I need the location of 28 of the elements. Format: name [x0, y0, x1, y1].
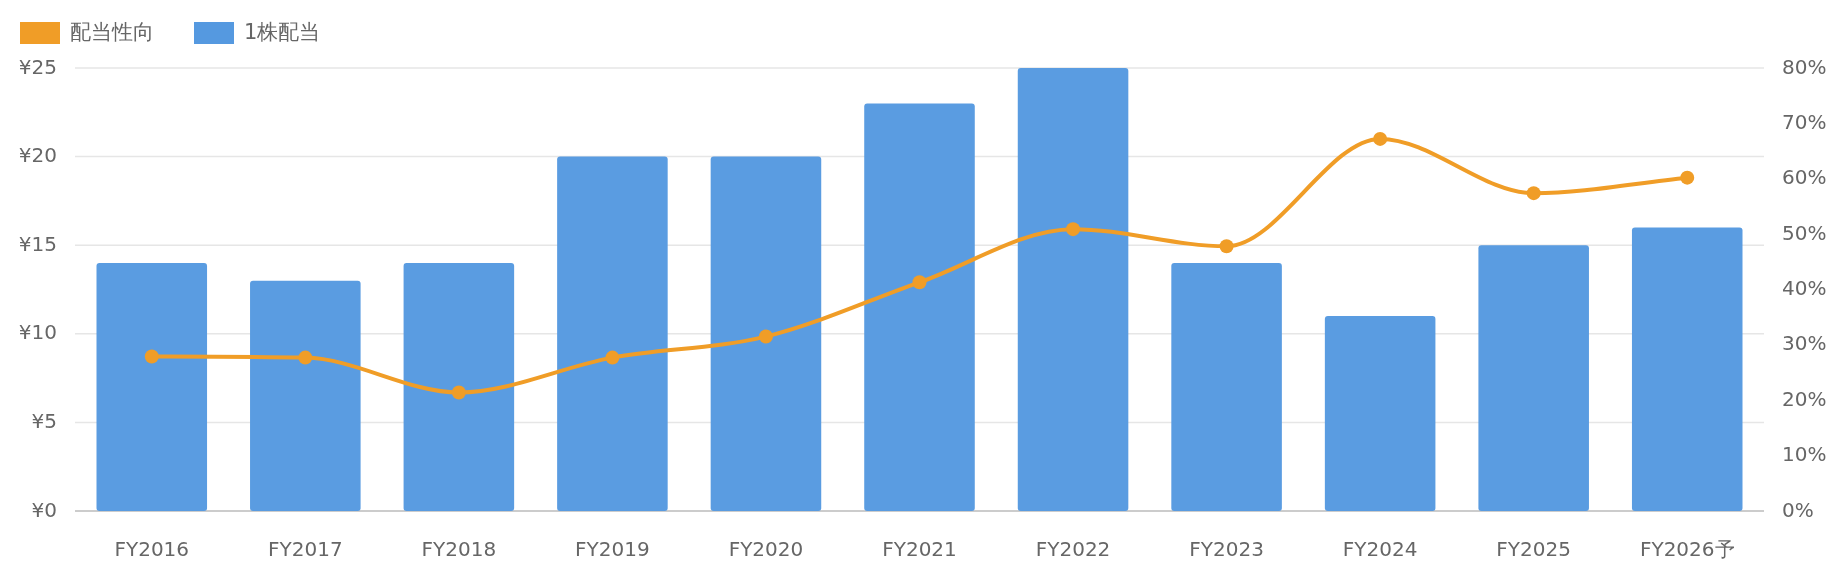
x-tick-label: FY2018: [421, 536, 497, 561]
y2-tick-label: 50%: [1782, 220, 1827, 245]
y-tick-label: ¥0: [31, 497, 57, 522]
y2-tick-label: 10%: [1782, 442, 1827, 467]
legend-label: 1株配当: [244, 20, 321, 44]
x-tick-label: FY2024: [1342, 536, 1418, 561]
y2-tick-label: 80%: [1782, 54, 1827, 79]
y2-tick-label: 60%: [1782, 165, 1827, 190]
x-tick-label: FY2020: [728, 536, 804, 561]
y-tick-label: ¥10: [18, 320, 57, 345]
x-tick-label: FY2016: [114, 536, 190, 561]
x-tick-label: FY2019: [575, 536, 650, 561]
x-tick-label: FY2025: [1496, 536, 1571, 561]
y-tick-label: ¥5: [31, 408, 57, 433]
y-tick-label: ¥15: [18, 231, 57, 256]
y2-tick-label: 0%: [1782, 497, 1814, 522]
legend-label: 配当性向: [70, 20, 154, 44]
y-tick-label: ¥25: [18, 54, 57, 79]
x-tick-label: FY2017: [268, 536, 343, 561]
y2-tick-label: 70%: [1782, 109, 1827, 134]
y2-tick-label: 20%: [1782, 386, 1827, 411]
y2-tick-label: 40%: [1782, 276, 1827, 300]
x-tick-label: FY2026予: [1639, 536, 1735, 561]
x-tick-label: FY2022: [1035, 536, 1111, 561]
y2-tick-label: 30%: [1782, 331, 1827, 356]
y-tick-label: ¥20: [18, 143, 57, 168]
x-tick-label: FY2021: [882, 536, 957, 561]
x-tick-label: FY2023: [1189, 536, 1264, 561]
